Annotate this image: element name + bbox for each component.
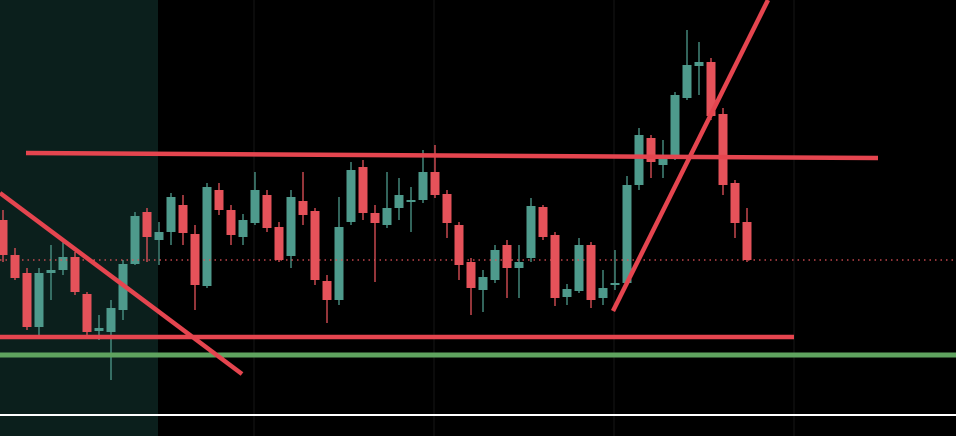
candle-body xyxy=(718,114,728,185)
candle-body xyxy=(358,167,368,213)
candle-body xyxy=(322,281,332,300)
candle-body xyxy=(274,227,284,260)
candle-body xyxy=(706,62,716,116)
candle-body xyxy=(694,62,704,66)
candle-body xyxy=(442,194,452,223)
candle-body xyxy=(574,245,584,291)
candle-body xyxy=(46,270,56,273)
candle-body xyxy=(670,95,680,157)
candle-body xyxy=(658,157,668,165)
candle-body xyxy=(466,262,476,288)
candle-body xyxy=(286,197,296,256)
candle-body xyxy=(394,195,404,208)
candle-body xyxy=(514,262,524,268)
candle-body xyxy=(154,232,164,240)
resistance-line xyxy=(25,150,879,161)
candle-body xyxy=(562,289,572,297)
candle-body xyxy=(166,197,176,232)
candle-body xyxy=(598,288,608,298)
candle-body xyxy=(490,250,500,280)
candle-body xyxy=(94,328,104,331)
candle-body xyxy=(526,206,536,258)
candle-body xyxy=(742,222,752,260)
candle-body xyxy=(310,211,320,280)
candle-body xyxy=(106,308,116,332)
candle-body xyxy=(682,65,692,98)
candle-body xyxy=(502,245,512,268)
candle-body xyxy=(298,201,308,215)
trend-line xyxy=(610,0,771,313)
candle-body xyxy=(646,138,656,162)
candle-body xyxy=(370,213,380,223)
candle-body xyxy=(622,185,632,283)
candle-body xyxy=(634,135,644,185)
candle-body xyxy=(538,207,548,237)
candle-body xyxy=(58,257,68,270)
candle-body xyxy=(130,216,140,264)
candle-body xyxy=(190,234,200,285)
candle-body xyxy=(454,225,464,265)
candle-body xyxy=(226,210,236,235)
candle-body xyxy=(382,208,392,225)
candle-body xyxy=(730,183,740,223)
candle-body xyxy=(214,190,224,210)
trend-line xyxy=(0,191,244,376)
candle-body xyxy=(550,235,560,298)
candle-body xyxy=(430,172,440,195)
candle-body xyxy=(346,170,356,222)
candle-body xyxy=(178,205,188,233)
candle-body xyxy=(586,245,596,300)
candle-body xyxy=(334,227,344,300)
candle-body xyxy=(82,294,92,332)
candle-body xyxy=(202,187,212,286)
drawings xyxy=(0,0,956,416)
candle-body xyxy=(70,257,80,292)
candle-body xyxy=(238,220,248,237)
candle-body xyxy=(34,273,44,327)
candle-body xyxy=(478,277,488,290)
candle-body xyxy=(406,200,416,202)
candle-body xyxy=(610,283,620,285)
candle-body xyxy=(262,195,272,228)
candle-body xyxy=(250,190,260,223)
candle-body xyxy=(418,172,428,200)
candle-body xyxy=(142,212,152,237)
candle-body xyxy=(0,220,8,255)
candle-body xyxy=(10,255,20,278)
candle-body xyxy=(22,273,32,327)
